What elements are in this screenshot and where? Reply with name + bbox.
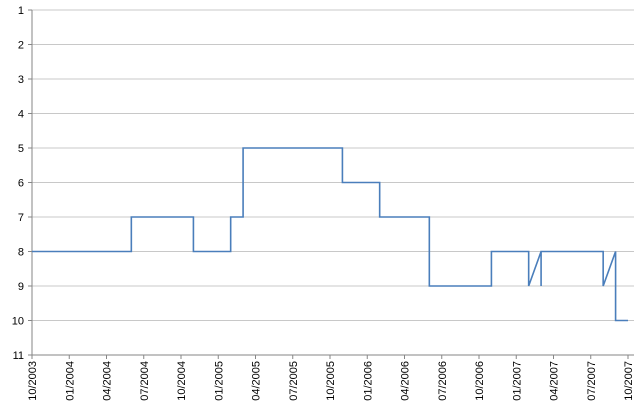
x-tick-label: 07/2007 bbox=[586, 361, 598, 401]
x-tick-label: 07/2006 bbox=[437, 361, 449, 401]
y-tick-label: 9 bbox=[18, 281, 24, 293]
x-tick-label: 01/2006 bbox=[362, 361, 374, 401]
y-tick-label: 6 bbox=[18, 178, 24, 190]
x-tick-label: 01/2005 bbox=[213, 361, 225, 401]
x-tick-label: 10/2004 bbox=[176, 361, 188, 401]
y-tick-label: 10 bbox=[12, 316, 24, 328]
x-tick-label: 04/2004 bbox=[102, 361, 114, 401]
y-tick-label: 5 bbox=[18, 143, 24, 155]
x-tick-label: 07/2005 bbox=[288, 361, 300, 401]
y-tick-label: 11 bbox=[13, 350, 24, 362]
x-tick-label: 07/2004 bbox=[139, 361, 151, 401]
y-tick-label: 8 bbox=[18, 247, 24, 259]
x-tick-label: 01/2007 bbox=[511, 361, 523, 401]
x-tick-label: 10/2003 bbox=[27, 361, 39, 401]
y-tick-label: 2 bbox=[18, 40, 24, 52]
x-tick-label: 04/2005 bbox=[251, 361, 263, 401]
x-tick-label: 10/2006 bbox=[474, 361, 486, 401]
x-tick-label: 10/2005 bbox=[325, 361, 337, 401]
x-tick-label: 04/2006 bbox=[400, 361, 412, 401]
y-tick-label: 1 bbox=[18, 5, 24, 17]
y-tick-label: 3 bbox=[18, 74, 24, 86]
y-tick-label: 7 bbox=[18, 212, 24, 224]
x-tick-label: 04/2007 bbox=[549, 361, 561, 401]
x-tick-label: 01/2004 bbox=[64, 361, 76, 401]
y-tick-label: 4 bbox=[18, 109, 24, 121]
x-tick-label: 10/2007 bbox=[623, 361, 635, 401]
line-series bbox=[32, 147, 628, 322]
